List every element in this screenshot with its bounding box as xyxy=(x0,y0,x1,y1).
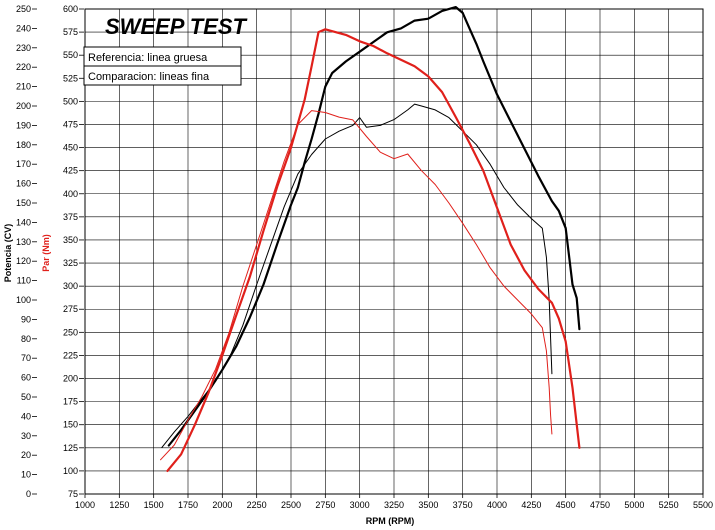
x-tick-label: 2500 xyxy=(281,500,301,510)
y-right-tick-label: 550 xyxy=(63,50,78,60)
y-right-tick-label: 275 xyxy=(63,304,78,314)
y-left-tick-label: 70 xyxy=(21,353,31,363)
y-right-tick-label: 425 xyxy=(63,166,78,176)
y-left-tick-label: 150 xyxy=(16,198,31,208)
torque-reference-line xyxy=(166,28,581,472)
legend-comparison: Comparacion: lineas fina xyxy=(88,71,210,83)
y-left-tick-label: 130 xyxy=(16,237,31,247)
grid xyxy=(84,8,704,495)
y-right-tick-label: 175 xyxy=(63,397,78,407)
y-left-tick-label: 0 xyxy=(26,489,31,499)
y-right-tick-label: 375 xyxy=(63,212,78,222)
y-right-tick-label: 150 xyxy=(63,420,78,430)
y-right-tick-label: 225 xyxy=(63,350,78,360)
y-axis-left-ticks: 2502402302202102001901801701601501401301… xyxy=(16,4,37,499)
y-axis-right-ticks: 600 575 550 525 500 475 450 425 400 375 350 325 300 2… xyxy=(63,4,84,499)
y-left-tick-label: 230 xyxy=(16,43,31,53)
y-right-tick-label: 100 xyxy=(63,466,78,476)
x-tick-label: 1750 xyxy=(178,500,198,510)
legend-box-comparison xyxy=(83,65,242,86)
x-tick-label: 3500 xyxy=(418,500,438,510)
y-left-tick-label: 80 xyxy=(21,334,31,344)
y-left-tick-label: 250 xyxy=(16,4,31,14)
power-reference-line xyxy=(167,5,581,447)
x-tick-label: 4250 xyxy=(521,500,541,510)
x-tick-label: 4000 xyxy=(487,500,507,510)
y-left-tick-label: 110 xyxy=(17,276,31,286)
x-tick-label: 5250 xyxy=(659,500,679,510)
y-left-tick-label: 100 xyxy=(16,295,31,305)
x-tick-label: 2000 xyxy=(212,500,232,510)
y-left-tick-label: 60 xyxy=(21,373,31,383)
y-right-tick-label: 500 xyxy=(63,96,78,106)
chart-title: SWEEP TEST xyxy=(105,14,248,39)
y-axis-left-title: Potencia (CV) xyxy=(3,224,13,283)
torque-comparison-line xyxy=(160,110,553,461)
x-tick-label: 1000 xyxy=(75,500,95,510)
y-left-tick-label: 170 xyxy=(16,159,31,169)
x-tick-label: 4500 xyxy=(556,500,576,510)
y-right-tick-label: 300 xyxy=(63,281,78,291)
y-left-tick-label: 20 xyxy=(21,450,31,460)
series-group xyxy=(160,5,581,472)
y-right-tick-label: 400 xyxy=(63,189,78,199)
y-right-tick-label: 75 xyxy=(68,489,78,499)
x-tick-label: 2750 xyxy=(315,500,335,510)
y-left-tick-label: 120 xyxy=(16,256,31,266)
x-tick-label: 4750 xyxy=(590,500,610,510)
y-left-tick-label: 50 xyxy=(21,392,31,402)
y-left-tick-label: 30 xyxy=(21,431,31,441)
y-left-tick-label: 240 xyxy=(16,23,31,33)
y-right-tick-label: 575 xyxy=(63,27,78,37)
y-left-tick-label: 180 xyxy=(16,140,31,150)
legend-reference: Referencia: linea gruesa xyxy=(88,52,208,64)
x-tick-label: 3000 xyxy=(350,500,370,510)
y-left-tick-label: 90 xyxy=(21,314,31,324)
y-right-tick-label: 525 xyxy=(63,73,78,83)
x-tick-label: 3750 xyxy=(453,500,473,510)
y-left-tick-label: 210 xyxy=(16,82,31,92)
y-axis-right-title: Par (Nm) xyxy=(41,234,51,272)
y-right-tick-label: 200 xyxy=(63,374,78,384)
y-right-tick-label: 475 xyxy=(63,119,78,129)
y-left-tick-label: 140 xyxy=(16,217,31,227)
y-right-tick-label: 325 xyxy=(63,258,78,268)
power-comparison-line xyxy=(161,103,553,448)
legend: Referencia: linea gruesa Comparacion: li… xyxy=(83,46,242,86)
y-left-tick-label: 40 xyxy=(21,411,31,421)
y-left-tick-label: 160 xyxy=(16,179,31,189)
x-tick-label: 3250 xyxy=(384,500,404,510)
y-right-tick-label: 125 xyxy=(63,443,78,453)
y-left-tick-label: 220 xyxy=(16,62,31,72)
x-axis-ticks: 1000 1250 1500 1750 2000 2250 2500 2750 3000 3250… xyxy=(75,494,713,510)
y-right-tick-label: 600 xyxy=(63,4,78,14)
y-left-tick-label: 200 xyxy=(16,101,31,111)
y-right-tick-label: 350 xyxy=(63,235,78,245)
x-tick-label: 1500 xyxy=(144,500,164,510)
y-left-tick-label: 190 xyxy=(16,120,31,130)
y-right-tick-label: 250 xyxy=(63,327,78,337)
y-right-tick-label: 450 xyxy=(63,143,78,153)
y-left-tick-label: 10 xyxy=(21,470,31,480)
x-tick-label: 5500 xyxy=(693,500,713,510)
x-tick-label: 1250 xyxy=(109,500,129,510)
x-tick-label: 2250 xyxy=(247,500,267,510)
x-axis-title: RPM (RPM) xyxy=(366,516,415,526)
x-tick-label: 5000 xyxy=(624,500,644,510)
